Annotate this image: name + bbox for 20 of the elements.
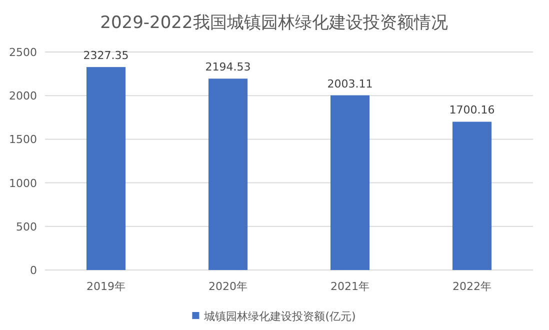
y-tick-label: 0	[30, 264, 37, 277]
y-tick-label: 500	[16, 220, 37, 234]
bar	[86, 67, 126, 270]
y-tick-label: 2500	[9, 46, 37, 59]
bar	[330, 95, 370, 270]
y-tick-label: 1000	[9, 176, 37, 190]
y-tick-label: 1500	[9, 133, 37, 146]
data-label: 2194.53	[205, 60, 251, 74]
x-tick-label: 2020年	[208, 280, 248, 293]
data-label: 2003.11	[327, 77, 373, 90]
legend-label: 城镇园林绿化建设投资额(亿元)	[203, 310, 356, 323]
y-tick-label: 2000	[9, 90, 37, 103]
data-label: 1700.16	[449, 104, 495, 117]
x-tick-label: 2019年	[86, 280, 126, 293]
chart-title: 2029-2022我国城镇园林绿化建设投资额情况	[100, 13, 448, 33]
x-tick-label: 2021年	[330, 280, 370, 293]
data-label: 2327.35	[83, 49, 129, 62]
x-tick-label: 2022年	[452, 280, 492, 293]
bar	[452, 122, 492, 270]
bar	[208, 78, 248, 270]
